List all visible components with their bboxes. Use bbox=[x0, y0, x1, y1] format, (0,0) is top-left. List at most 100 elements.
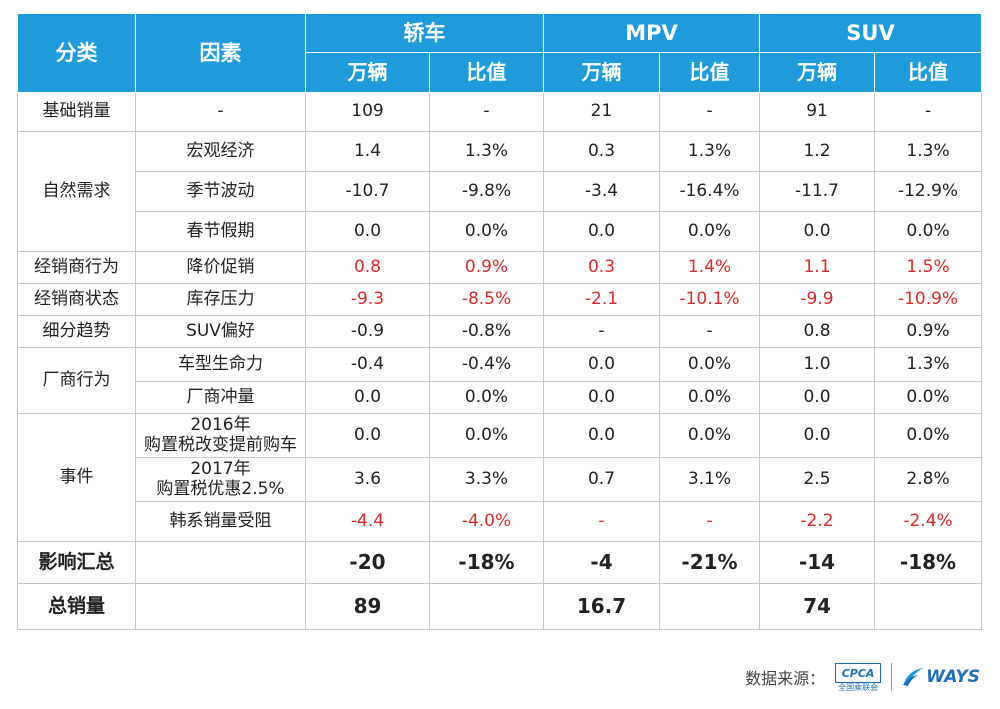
header-unit: 万辆 bbox=[305, 52, 430, 93]
factor-cell: 降价促销 bbox=[135, 251, 306, 284]
value-cell: -0.9 bbox=[305, 315, 430, 348]
value-cell: 0.0% bbox=[874, 211, 983, 252]
value-cell: 0.8 bbox=[759, 315, 876, 348]
table-row: 厂商冲量 0.0 0.0% 0.0 0.0% 0.0 0.0% bbox=[18, 381, 983, 414]
value-cell: 0.0% bbox=[874, 381, 983, 414]
value-cell: 0.7 bbox=[543, 457, 660, 502]
value-cell: -9.8% bbox=[429, 171, 544, 212]
value-cell: -0.4% bbox=[429, 347, 544, 382]
value-cell: 1.3% bbox=[874, 347, 983, 382]
value-cell: -20 bbox=[305, 541, 430, 584]
value-cell: 2.8% bbox=[874, 457, 983, 502]
factor-line: 购置税改变提前购车 bbox=[144, 434, 297, 455]
value-cell: 0.0 bbox=[759, 211, 876, 252]
table-row-impact: 影响汇总 -20 -18% -4 -21% -14 -18% bbox=[17, 541, 983, 584]
value-cell: 0.0% bbox=[658, 347, 761, 382]
table-row: 自然需求 宏观经济 1.4 1.3% 0.3 1.3% 1.2 1.3% bbox=[17, 131, 983, 252]
value-cell: 2.5 bbox=[759, 457, 876, 502]
factor-cell bbox=[135, 583, 306, 630]
factor-cell: 春节假期 bbox=[135, 211, 306, 252]
value-cell: 0.0 bbox=[759, 381, 876, 414]
value-cell: -3.4 bbox=[543, 171, 660, 212]
value-cell: 0.0 bbox=[543, 381, 660, 414]
value-cell: 3.1% bbox=[658, 457, 761, 502]
value-cell: 1.1 bbox=[759, 251, 876, 284]
factor-cell: 厂商冲量 bbox=[135, 381, 306, 414]
cpca-logo-cn: 全国乘联会 bbox=[838, 683, 879, 692]
value-cell: -4.0% bbox=[429, 501, 544, 542]
value-cell: -14 bbox=[759, 541, 876, 584]
factor-cell: SUV偏好 bbox=[135, 315, 306, 348]
table-row: 事件 2016年 购置税改变提前购车 0.0 0.0% 0.0 0.0% 0.0… bbox=[17, 413, 983, 542]
data-table-container: 分类 因素 轿车 MPV SUV 万辆 比值 万辆 比值 万辆 比值 基础销量 … bbox=[17, 13, 983, 630]
factor-cell: 季节波动 bbox=[135, 171, 306, 212]
factor-cell: 库存压力 bbox=[135, 283, 306, 316]
value-cell: 1.4% bbox=[658, 251, 761, 284]
factor-line: 2016年 bbox=[190, 414, 251, 435]
table-row: 2017年 购置税优惠2.5% 3.6 3.3% 0.7 3.1% 2.5 2.… bbox=[18, 457, 983, 502]
value-cell: 74 bbox=[759, 583, 876, 630]
value-cell: 0.9% bbox=[429, 251, 544, 284]
source-label: 数据来源： bbox=[745, 669, 826, 688]
value-cell: - bbox=[543, 315, 660, 348]
value-cell: - bbox=[543, 501, 660, 542]
table-row: 春节假期 0.0 0.0% 0.0 0.0% 0.0 0.0% bbox=[18, 211, 983, 252]
value-cell: 0.0% bbox=[874, 413, 983, 458]
value-cell: -8.5% bbox=[429, 283, 544, 316]
factor-line: 购置税优惠2.5% bbox=[156, 478, 285, 499]
category-cell: 经销商状态 bbox=[17, 283, 136, 316]
value-cell: -2.2 bbox=[759, 501, 876, 542]
value-cell: - bbox=[874, 92, 983, 132]
value-cell: 0.0% bbox=[658, 413, 761, 458]
value-cell: 3.6 bbox=[305, 457, 430, 502]
value-cell: -10.7 bbox=[305, 171, 430, 212]
value-cell: -16.4% bbox=[658, 171, 761, 212]
header-unit: 万辆 bbox=[759, 52, 876, 93]
table-row: 厂商行为 车型生命力 -0.4 -0.4% 0.0 0.0% 1.0 1.3% bbox=[17, 347, 983, 414]
category-cell: 自然需求 bbox=[17, 131, 136, 252]
value-cell: 0.3 bbox=[543, 251, 660, 284]
table-row: 基础销量 - 109 - 21 - 91 - bbox=[17, 92, 983, 132]
header-row-groups: 分类 因素 轿车 MPV SUV bbox=[17, 13, 983, 93]
value-cell: 0.0 bbox=[543, 211, 660, 252]
factor-cell: - bbox=[135, 92, 306, 132]
value-cell: - bbox=[658, 315, 761, 348]
value-cell: 0.0% bbox=[429, 413, 544, 458]
value-cell: 0.3 bbox=[543, 131, 660, 172]
value-cell: 0.0 bbox=[543, 347, 660, 382]
header-unit: 万辆 bbox=[543, 52, 660, 93]
value-cell: -10.9% bbox=[874, 283, 983, 316]
factor-cell: 韩系销量受阻 bbox=[135, 501, 306, 542]
cpca-logo: CPCA 全国乘联会 bbox=[835, 663, 882, 692]
value-cell: 0.8 bbox=[305, 251, 430, 284]
header-factor: 因素 bbox=[135, 13, 306, 93]
value-cell: 0.0% bbox=[658, 381, 761, 414]
value-cell: 0.0% bbox=[658, 211, 761, 252]
table-row: 细分趋势 SUV偏好 -0.9 -0.8% - - 0.8 0.9% bbox=[17, 315, 983, 348]
ways-logo: WAYS bbox=[902, 667, 980, 687]
category-cell: 厂商行为 bbox=[17, 347, 136, 414]
factor-cell bbox=[135, 541, 306, 584]
value-cell: -0.4 bbox=[305, 347, 430, 382]
value-cell: 0.0 bbox=[543, 413, 660, 458]
value-cell: - bbox=[658, 92, 761, 132]
category-cell: 事件 bbox=[17, 413, 136, 542]
value-cell: -10.1% bbox=[658, 283, 761, 316]
factor-line: 2017年 bbox=[190, 458, 251, 479]
table-row: 韩系销量受阻 -4.4 -4.0% - - -2.2 -2.4% bbox=[18, 501, 983, 542]
category-cell: 影响汇总 bbox=[17, 541, 136, 584]
category-cell: 基础销量 bbox=[17, 92, 136, 132]
value-cell: 0.9% bbox=[874, 315, 983, 348]
value-cell: 1.3% bbox=[658, 131, 761, 172]
category-cell: 经销商行为 bbox=[17, 251, 136, 284]
header-group-sedan: 轿车 bbox=[305, 13, 544, 53]
value-cell bbox=[874, 583, 983, 630]
header-ratio: 比值 bbox=[658, 52, 761, 93]
value-cell: 1.0 bbox=[759, 347, 876, 382]
value-cell: 109 bbox=[305, 92, 430, 132]
value-cell: 0.0% bbox=[429, 211, 544, 252]
value-cell: 1.5% bbox=[874, 251, 983, 284]
value-cell: 0.0 bbox=[305, 381, 430, 414]
value-cell: - bbox=[658, 501, 761, 542]
value-cell: 0.0 bbox=[305, 413, 430, 458]
